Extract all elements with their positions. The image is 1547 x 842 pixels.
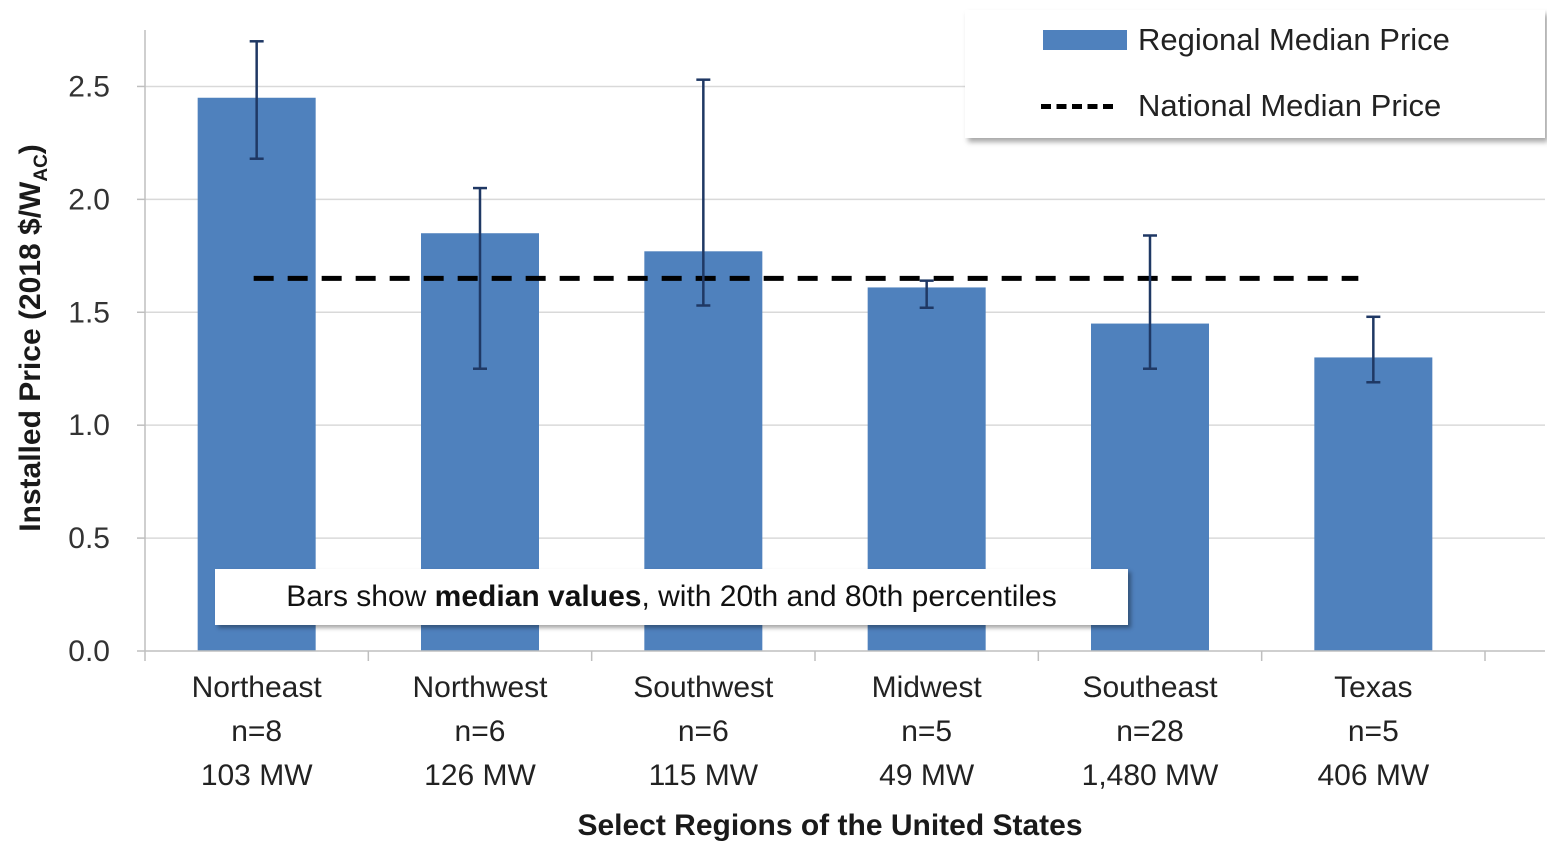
x-category-label: Northeast [192, 671, 323, 704]
x-category-sublabel: 115 MW [649, 759, 759, 792]
legend-label-national: National Median Price [1138, 88, 1442, 123]
legend-bar-swatch [1043, 30, 1127, 50]
legend-label-regional: Regional Median Price [1138, 22, 1450, 57]
x-category-sublabel: 1,480 MW [1082, 759, 1219, 792]
x-axis-title: Select Regions of the United States [577, 809, 1082, 842]
x-category-sublabel: 406 MW [1317, 759, 1429, 792]
y-tick-labels: 0.0 0.5 1.0 1.5 2.0 2.5 [68, 70, 110, 668]
x-category-sublabel: n=8 [231, 715, 282, 748]
x-category-label: Northwest [412, 671, 548, 704]
y-tick-label: 1.0 [68, 409, 110, 442]
x-category-label: Midwest [872, 671, 983, 704]
x-category-sublabel: n=28 [1116, 715, 1184, 748]
y-tick-label: 2.5 [68, 70, 110, 103]
error-bar-southwest [696, 78, 711, 307]
x-category-sublabel: 126 MW [424, 759, 536, 792]
x-category-sublabel: n=6 [678, 715, 729, 748]
bars [197, 97, 1433, 651]
x-category-sublabel: n=6 [455, 715, 506, 748]
y-tick-label: 0.0 [68, 635, 110, 668]
error-bars [249, 40, 1381, 384]
y-axis-title: Installed Price (2018 $/WAC) [14, 144, 52, 532]
axes [137, 30, 1545, 661]
legend-dash-swatch [1041, 103, 1113, 109]
x-category-sublabel: 49 MW [879, 759, 975, 792]
x-category-labels: Northeast n=8 103 MW Northwest n=6 126 MW Sout… [192, 671, 1430, 792]
y-axis-title-end: ) [14, 144, 47, 154]
y-axis-title-main: Installed Price (2018 $/W [14, 181, 47, 532]
error-bar-midwest [919, 279, 934, 310]
y-tick-label: 2.0 [68, 183, 110, 216]
y-tick-label: 0.5 [68, 522, 110, 555]
x-category-label: Texas [1334, 671, 1412, 704]
y-tick-label: 1.5 [68, 296, 110, 329]
note-bold: median values [434, 580, 642, 613]
gridlines [145, 85, 1545, 539]
x-category-label: Southwest [633, 671, 774, 704]
percentile-note: Bars show median values, with 20th and 8… [215, 569, 1128, 625]
x-category-sublabel: n=5 [1348, 715, 1399, 748]
bar-texas [1314, 357, 1433, 651]
error-bar-texas [1366, 315, 1381, 384]
error-bar-northeast [249, 40, 264, 160]
y-axis-title-subscript: AC [31, 154, 52, 182]
note-suffix: , with 20th and 80th percentiles [641, 580, 1057, 613]
error-bar-northwest [473, 186, 487, 370]
error-bar-southeast [1143, 234, 1157, 370]
bar-northeast [197, 97, 316, 651]
note-prefix: Bars show [286, 580, 435, 613]
legend: Regional Median Price National Median Pr… [965, 10, 1545, 138]
x-category-label: Southeast [1082, 671, 1218, 704]
x-category-sublabel: 103 MW [201, 759, 313, 792]
x-category-sublabel: n=5 [901, 715, 952, 748]
